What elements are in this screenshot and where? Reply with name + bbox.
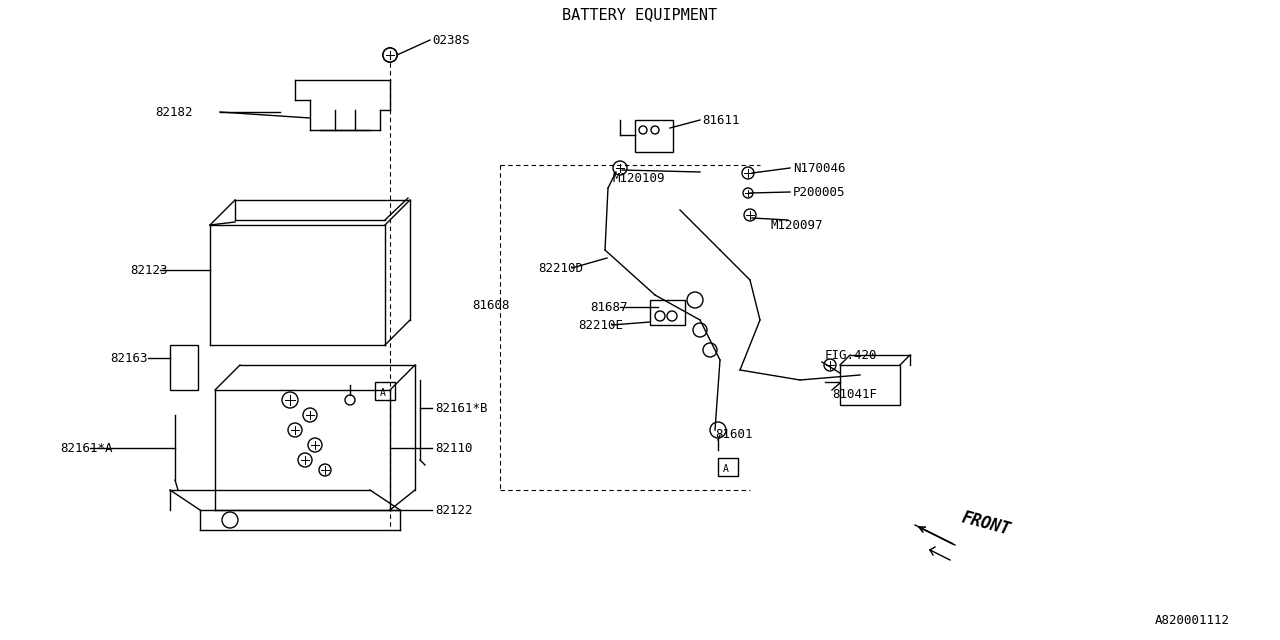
- Circle shape: [824, 359, 836, 371]
- Text: 82210D: 82210D: [538, 262, 582, 275]
- Text: 82161*B: 82161*B: [435, 401, 488, 415]
- Text: P200005: P200005: [794, 186, 846, 198]
- Bar: [650, 300, 685, 325]
- Bar: [170, 345, 198, 390]
- Circle shape: [742, 188, 753, 198]
- Text: FRONT: FRONT: [960, 509, 1012, 539]
- Bar: [718, 458, 739, 476]
- Text: A: A: [380, 388, 385, 398]
- Text: 81601: 81601: [716, 429, 753, 442]
- Text: 81041F: 81041F: [832, 388, 877, 401]
- Text: 82163: 82163: [110, 351, 147, 365]
- Text: 82122: 82122: [435, 504, 472, 516]
- Circle shape: [221, 512, 238, 528]
- Circle shape: [282, 392, 298, 408]
- Text: 82161*A: 82161*A: [60, 442, 113, 454]
- Text: M120109: M120109: [612, 172, 664, 184]
- Text: BATTERY EQUIPMENT: BATTERY EQUIPMENT: [562, 8, 718, 22]
- Circle shape: [308, 438, 323, 452]
- Circle shape: [288, 423, 302, 437]
- Text: 0238S: 0238S: [433, 33, 470, 47]
- Text: M120097: M120097: [771, 218, 823, 232]
- Text: 82123: 82123: [131, 264, 168, 276]
- Bar: [375, 382, 396, 400]
- Text: N170046: N170046: [794, 161, 846, 175]
- Circle shape: [298, 453, 312, 467]
- Text: A: A: [723, 464, 728, 474]
- Text: 82182: 82182: [155, 106, 192, 118]
- Text: 81611: 81611: [701, 113, 740, 127]
- Bar: [635, 120, 673, 152]
- Bar: [840, 365, 900, 405]
- Text: 82210E: 82210E: [579, 319, 623, 332]
- Circle shape: [744, 209, 756, 221]
- Text: 82110: 82110: [435, 442, 472, 454]
- Text: A820001112: A820001112: [1155, 614, 1230, 627]
- Circle shape: [303, 408, 317, 422]
- Text: 81687: 81687: [590, 301, 627, 314]
- Circle shape: [319, 464, 332, 476]
- Text: FIG.420: FIG.420: [826, 349, 878, 362]
- Circle shape: [742, 167, 754, 179]
- Circle shape: [383, 48, 397, 62]
- Text: 81608: 81608: [472, 298, 509, 312]
- Circle shape: [383, 48, 397, 62]
- Circle shape: [613, 161, 627, 175]
